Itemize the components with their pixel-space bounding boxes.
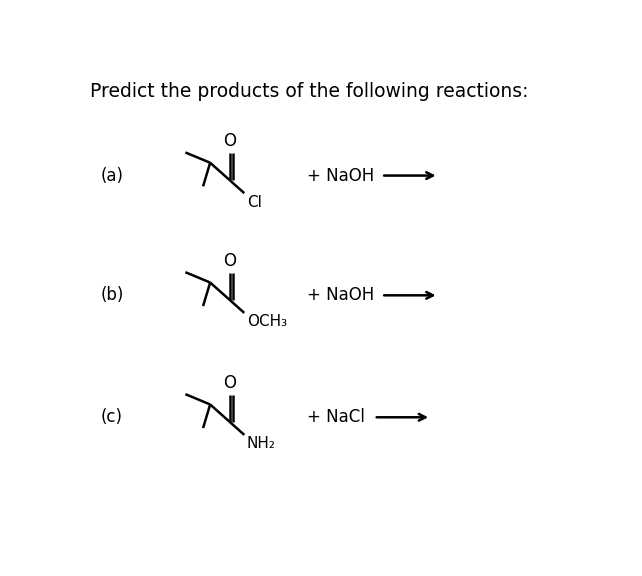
Text: Predict the products of the following reactions:: Predict the products of the following re… bbox=[90, 82, 529, 101]
Text: O: O bbox=[223, 132, 236, 150]
Text: + NaOH: + NaOH bbox=[307, 286, 374, 304]
Text: + NaCl: + NaCl bbox=[307, 408, 365, 426]
Text: Cl: Cl bbox=[247, 195, 262, 210]
Text: (b): (b) bbox=[100, 286, 123, 304]
Text: O: O bbox=[223, 374, 236, 392]
Text: O: O bbox=[223, 252, 236, 270]
Text: OCH₃: OCH₃ bbox=[247, 314, 287, 329]
Text: (c): (c) bbox=[100, 408, 122, 426]
Text: NH₂: NH₂ bbox=[247, 436, 276, 451]
Text: (a): (a) bbox=[100, 166, 123, 184]
Text: + NaOH: + NaOH bbox=[307, 166, 374, 184]
